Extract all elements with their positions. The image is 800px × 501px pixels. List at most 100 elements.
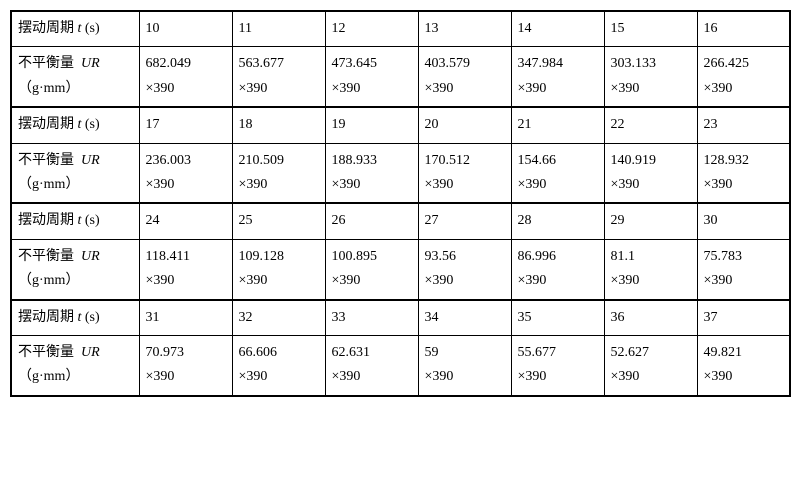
ur-cell: 49.821×390 (697, 335, 790, 395)
ur-mult: ×390 (704, 78, 784, 100)
period-row: 摆动周期 t (s)31323334353637 (11, 300, 790, 336)
ur-cell: 100.895×390 (325, 239, 418, 299)
period-cell: 34 (418, 300, 511, 336)
ur-cell: 210.509×390 (232, 143, 325, 203)
ur-mult: ×390 (332, 270, 412, 292)
ur-cell: 81.1×390 (604, 239, 697, 299)
ur-value: 93.56 (425, 246, 505, 268)
ur-prefix: 不平衡量 (18, 345, 74, 360)
ur-var: UR (81, 153, 100, 168)
ur-var: UR (81, 345, 100, 360)
ur-cell: 62.631×390 (325, 335, 418, 395)
ur-var: UR (81, 56, 100, 71)
ur-cell: 563.677×390 (232, 47, 325, 107)
ur-prefix: 不平衡量 (18, 56, 74, 71)
period-row: 摆动周期 t (s)17181920212223 (11, 107, 790, 143)
ur-mult: ×390 (425, 366, 505, 388)
ur-value: 140.919 (611, 150, 691, 172)
ur-value: 266.425 (704, 53, 784, 75)
ur-value: 59 (425, 342, 505, 364)
ur-value: 154.66 (518, 150, 598, 172)
ur-unit: （g·mm） (18, 78, 133, 100)
ur-value: 210.509 (239, 150, 319, 172)
period-cell: 20 (418, 107, 511, 143)
period-cell: 23 (697, 107, 790, 143)
ur-value: 100.895 (332, 246, 412, 268)
period-cell: 12 (325, 11, 418, 47)
ur-cell: 70.973×390 (139, 335, 232, 395)
period-cell: 32 (232, 300, 325, 336)
ur-value: 70.973 (146, 342, 226, 364)
period-label-cell: 摆动周期 t (s) (11, 300, 139, 336)
ur-value: 109.128 (239, 246, 319, 268)
period-label-cell: 摆动周期 t (s) (11, 107, 139, 143)
ur-value: 170.512 (425, 150, 505, 172)
ur-mult: ×390 (611, 366, 691, 388)
ur-cell: 75.783×390 (697, 239, 790, 299)
period-cell: 18 (232, 107, 325, 143)
ur-cell: 236.003×390 (139, 143, 232, 203)
data-table: 摆动周期 t (s)10111213141516 不平衡量 UR （g·mm） 682… (10, 10, 791, 397)
ur-cell: 128.932×390 (697, 143, 790, 203)
ur-mult: ×390 (518, 270, 598, 292)
ur-cell: 473.645 ×390 (325, 47, 418, 107)
ur-row: 不平衡量 UR（g·mm）682.049×390563.677×390473.6… (11, 47, 790, 107)
period-prefix: 摆动周期 (18, 117, 74, 132)
period-row: 摆动周期 t (s)10111213141516 (11, 11, 790, 47)
ur-label-cell: 不平衡量 UR（g·mm） (11, 239, 139, 299)
ur-value: 403.579 (425, 53, 505, 75)
period-cell: 36 (604, 300, 697, 336)
ur-value: 473.645 (332, 53, 412, 75)
ur-value: 128.932 (704, 150, 784, 172)
ur-cell: 59×390 (418, 335, 511, 395)
ur-value: 236.003 (146, 150, 226, 172)
ur-mult: ×390 (518, 174, 598, 196)
ur-mult: ×390 (611, 78, 691, 100)
period-cell: 14 (511, 11, 604, 47)
ur-cell: 303.133×390 (604, 47, 697, 107)
ur-value: 81.1 (611, 246, 691, 268)
ur-cell: 55.677×390 (511, 335, 604, 395)
period-cell: 13 (418, 11, 511, 47)
period-unit: (s) (85, 310, 100, 325)
ur-mult: ×390 (239, 174, 319, 196)
ur-mult: ×390 (518, 78, 598, 100)
ur-cell: 154.66×390 (511, 143, 604, 203)
ur-mult: ×390 (704, 174, 784, 196)
period-var: t (78, 213, 82, 228)
ur-unit: （g·mm） (18, 174, 133, 196)
ur-prefix: 不平衡量 (18, 249, 74, 264)
ur-cell: 170.512×390 (418, 143, 511, 203)
ur-value: 55.677 (518, 342, 598, 364)
ur-mult: ×390 (239, 366, 319, 388)
period-cell: 37 (697, 300, 790, 336)
ur-row: 不平衡量 UR（g·mm）70.973×39066.606×39062.631×… (11, 335, 790, 395)
ur-label-cell: 不平衡量 UR （g·mm） (11, 47, 139, 107)
ur-value: 75.783 (704, 246, 784, 268)
ur-cell: 403.579×390 (418, 47, 511, 107)
ur-var: UR (81, 249, 100, 264)
ur-mult: ×390 (332, 78, 412, 100)
ur-value: 49.821 (704, 342, 784, 364)
period-prefix: 摆动周期 (18, 213, 74, 228)
ur-value: 347.984 (518, 53, 598, 75)
period-cell: 22 (604, 107, 697, 143)
ur-mult: ×390 (146, 366, 226, 388)
ur-mult: ×390 (146, 78, 226, 100)
ur-cell: 109.128×390 (232, 239, 325, 299)
period-label-cell: 摆动周期 t (s) (11, 11, 139, 47)
period-cell: 16 (697, 11, 790, 47)
ur-mult: ×390 (332, 174, 412, 196)
ur-value: 52.627 (611, 342, 691, 364)
period-cell: 26 (325, 203, 418, 239)
ur-cell: 86.996×390 (511, 239, 604, 299)
ur-unit: （g·mm） (18, 366, 133, 388)
ur-cell: 52.627×390 (604, 335, 697, 395)
ur-cell: 682.049×390 (139, 47, 232, 107)
ur-mult: ×390 (425, 270, 505, 292)
ur-mult: ×390 (704, 366, 784, 388)
period-var: t (78, 117, 82, 132)
ur-mult: ×390 (146, 174, 226, 196)
period-cell: 28 (511, 203, 604, 239)
ur-mult: ×390 (611, 174, 691, 196)
